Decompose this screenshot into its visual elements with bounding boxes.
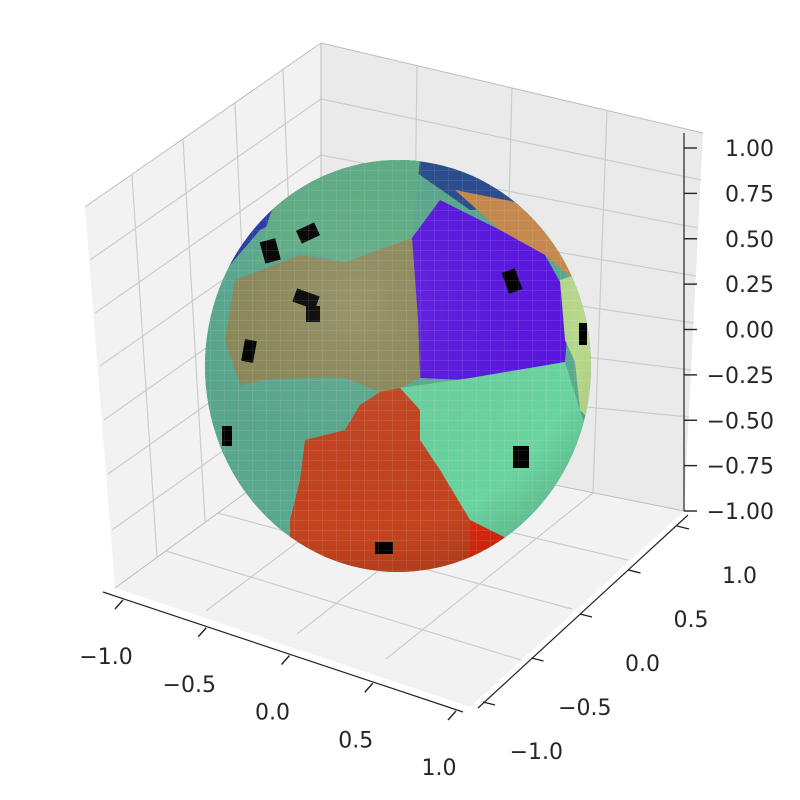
y-tick-label: 1.0 [722, 564, 757, 589]
x-tick-mark [280, 655, 291, 665]
z-tick-label: −0.25 [707, 364, 774, 389]
z-tick-label: 1.00 [725, 137, 774, 162]
y-axis-ticks: −1.0 −0.5 0.0 0.5 1.0 [482, 525, 757, 765]
y-tick-mark [482, 701, 496, 706]
y-tick-mark [579, 613, 593, 618]
z-axis-ticks: −1.00 −0.75 −0.50 −0.25 0.00 0.25 0.50 0.75 1.00 [684, 137, 774, 525]
x-tick-mark [197, 627, 207, 638]
y-tick-label: −1.0 [510, 740, 563, 765]
z-tick-label: 0.25 [725, 273, 774, 298]
y-tick-mark [676, 525, 690, 530]
y-tick-mark [531, 657, 544, 662]
x-tick-label: 1.0 [422, 756, 457, 781]
x-axis-ticks: −1.0 −0.5 0.0 0.5 1.0 [79, 599, 457, 781]
x-tick-label: 0.5 [338, 728, 373, 753]
z-tick-label: 0.75 [725, 182, 774, 207]
z-tick-label: −0.50 [707, 409, 774, 434]
x-tick-label: −0.5 [163, 673, 216, 698]
x-tick-label: −1.0 [79, 645, 132, 670]
x-tick-mark [447, 710, 457, 721]
z-tick-label: −0.75 [707, 455, 774, 480]
y-tick-label: 0.5 [674, 608, 709, 633]
y-tick-label: 0.0 [625, 652, 660, 677]
y-tick-label: −0.5 [558, 696, 611, 721]
axis-lines [102, 133, 689, 713]
x-tick-mark [114, 599, 124, 610]
y-tick-mark [628, 569, 641, 574]
z-tick-label: 0.00 [725, 319, 774, 344]
x-tick-mark [364, 682, 374, 693]
z-tick-label: −1.00 [707, 500, 774, 525]
z-tick-label: 0.50 [725, 228, 774, 253]
x-tick-label: 0.0 [255, 701, 290, 726]
